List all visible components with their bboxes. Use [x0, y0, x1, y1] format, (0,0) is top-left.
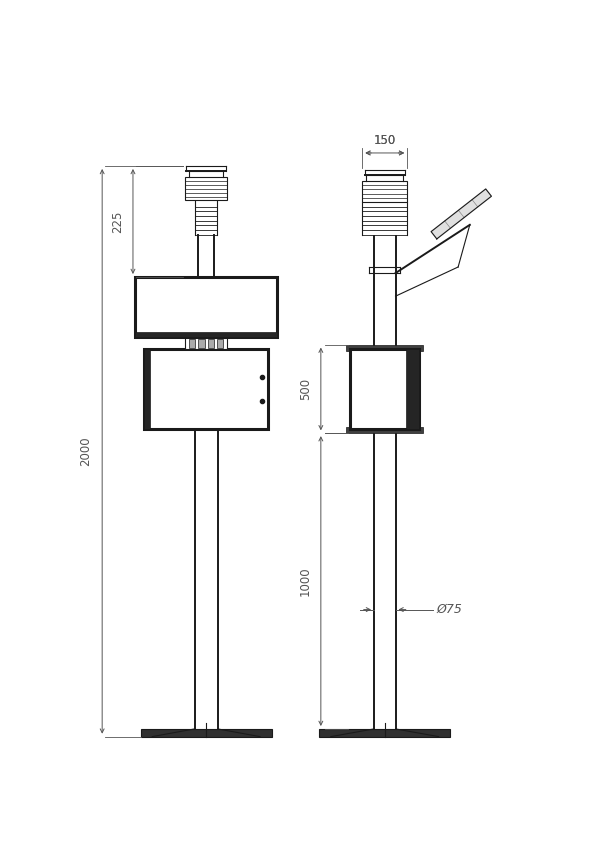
- Polygon shape: [431, 189, 491, 239]
- Text: Ø75: Ø75: [436, 603, 462, 616]
- Bar: [346, 427, 423, 433]
- Bar: [350, 349, 420, 429]
- Bar: [199, 339, 205, 348]
- Bar: [189, 339, 195, 348]
- Text: 1000: 1000: [299, 566, 312, 596]
- Bar: [141, 729, 272, 737]
- Bar: [346, 345, 423, 351]
- Bar: [217, 339, 223, 348]
- Text: 150: 150: [374, 134, 396, 147]
- Bar: [319, 729, 450, 737]
- Text: 500: 500: [299, 378, 312, 400]
- Bar: [135, 277, 278, 337]
- Bar: [406, 349, 420, 429]
- Bar: [144, 349, 268, 429]
- Text: 150: 150: [374, 134, 396, 147]
- Text: 2000: 2000: [79, 436, 92, 467]
- Bar: [185, 177, 228, 200]
- Bar: [362, 181, 407, 202]
- Text: 225: 225: [111, 210, 124, 232]
- Bar: [208, 339, 214, 348]
- Bar: [135, 332, 278, 337]
- Bar: [144, 349, 150, 429]
- Bar: [185, 337, 228, 349]
